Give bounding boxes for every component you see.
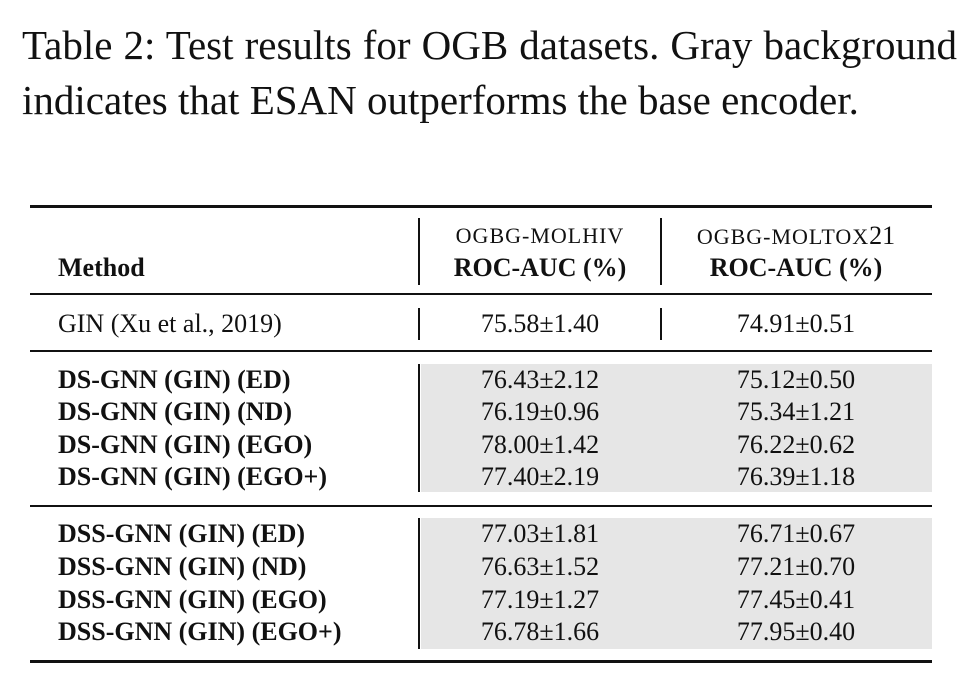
- ds-row-method: DS-GNN (GIN) (EGO): [58, 430, 313, 459]
- ds-row-moltox21: 75.34±1.21: [736, 397, 856, 426]
- header-molhiv-dataset: OGBG-MOLHIV: [455, 223, 625, 248]
- dss-row-molhiv: 76.63±1.52: [480, 552, 600, 581]
- baseline-separator-1: [418, 308, 420, 340]
- ds-row-method: DS-GNN (GIN) (ND): [58, 397, 292, 426]
- dss-row-method: DSS-GNN (GIN) (EGO+): [58, 617, 342, 646]
- table-caption: Table 2: Test results for OGB datasets. …: [22, 22, 957, 123]
- dss-highlight: [421, 518, 932, 649]
- baseline-separator-2: [660, 308, 662, 340]
- ds-row-molhiv: 78.00±1.42: [480, 430, 600, 459]
- ds-row-molhiv: 77.40±2.19: [480, 462, 600, 491]
- header-rule: [30, 293, 932, 295]
- baseline-rule: [30, 350, 932, 352]
- dss-row-molhiv: 77.03±1.81: [480, 519, 600, 548]
- ds-row-moltox21: 75.12±0.50: [736, 365, 856, 394]
- ds-row-moltox21: 76.39±1.18: [736, 462, 856, 491]
- baseline-method: GIN (Xu et al., 2019): [58, 309, 282, 338]
- ds-highlight: [421, 364, 932, 492]
- ds-separator: [418, 364, 420, 492]
- dss-row-moltox21: 77.45±0.41: [736, 585, 856, 614]
- ds-row-molhiv: 76.19±0.96: [480, 397, 600, 426]
- header-moltox21-prefix: OGBG-MOLTOX: [696, 224, 870, 249]
- ds-row-moltox21: 76.22±0.62: [736, 430, 856, 459]
- dss-row-molhiv: 76.78±1.66: [480, 617, 600, 646]
- dss-row-moltox21: 77.95±0.40: [736, 617, 856, 646]
- dss-row-method: DSS-GNN (GIN) (ND): [58, 552, 307, 581]
- dss-row-moltox21: 76.71±0.67: [736, 519, 856, 548]
- header-molhiv-metric: ROC-AUC (%): [453, 253, 627, 282]
- ds-group-rule: [30, 505, 932, 507]
- dss-row-method: DSS-GNN (GIN) (EGO): [58, 585, 327, 614]
- dss-row-molhiv: 77.19±1.27: [480, 585, 600, 614]
- top-rule: [30, 205, 932, 208]
- bottom-rule: [30, 660, 932, 663]
- baseline-molhiv: 75.58±1.40: [480, 309, 600, 338]
- dss-row-moltox21: 77.21±0.70: [736, 552, 856, 581]
- header-separator-2: [660, 218, 662, 285]
- header-separator-1: [418, 218, 420, 285]
- ds-row-molhiv: 76.43±2.12: [480, 365, 600, 394]
- baseline-moltox21: 74.91±0.51: [736, 309, 856, 338]
- dss-separator: [418, 518, 420, 649]
- ds-row-method: DS-GNN (GIN) (EGO+): [58, 462, 328, 491]
- header-method: Method: [58, 253, 145, 282]
- header-moltox21-metric: ROC-AUC (%): [709, 253, 883, 282]
- ds-row-method: DS-GNN (GIN) (ED): [58, 365, 291, 394]
- header-moltox21-dataset: OGBG-MOLTOX21: [662, 220, 930, 253]
- dss-row-method: DSS-GNN (GIN) (ED): [58, 519, 305, 548]
- header-moltox21-suffix: 21: [869, 221, 896, 250]
